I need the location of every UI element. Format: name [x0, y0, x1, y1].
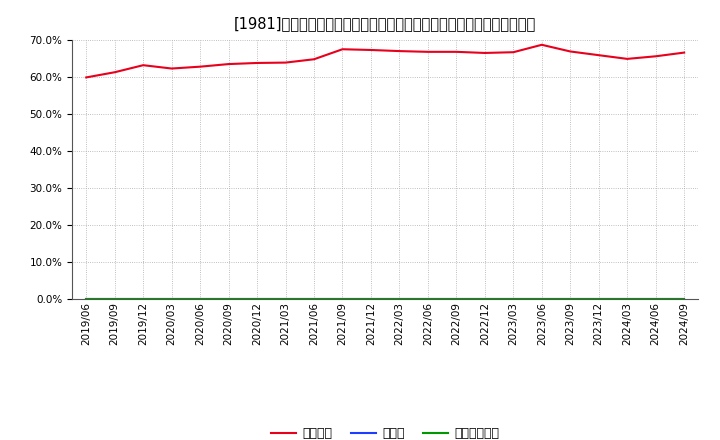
- 繰延税金資産: [366, 297, 375, 302]
- 繰延税金資産: [423, 297, 432, 302]
- のれん: [423, 297, 432, 302]
- 自己資本: [338, 47, 347, 52]
- 繰延税金資産: [480, 297, 489, 302]
- 自己資本: [623, 56, 631, 62]
- 繰延税金資産: [509, 297, 518, 302]
- のれん: [338, 297, 347, 302]
- 繰延税金資産: [110, 297, 119, 302]
- のれん: [509, 297, 518, 302]
- 繰延税金資産: [566, 297, 575, 302]
- 繰延税金資産: [537, 297, 546, 302]
- のれん: [366, 297, 375, 302]
- 繰延税金資産: [139, 297, 148, 302]
- のれん: [623, 297, 631, 302]
- 繰延税金資産: [253, 297, 261, 302]
- のれん: [253, 297, 261, 302]
- 繰延税金資産: [395, 297, 404, 302]
- 自己資本: [139, 62, 148, 68]
- のれん: [452, 297, 461, 302]
- 繰延税金資産: [82, 297, 91, 302]
- のれん: [225, 297, 233, 302]
- のれん: [680, 297, 688, 302]
- のれん: [82, 297, 91, 302]
- のれん: [566, 297, 575, 302]
- 自己資本: [366, 48, 375, 53]
- 自己資本: [452, 49, 461, 55]
- 自己資本: [225, 62, 233, 67]
- 自己資本: [110, 70, 119, 75]
- のれん: [595, 297, 603, 302]
- 繰延税金資産: [652, 297, 660, 302]
- 自己資本: [167, 66, 176, 71]
- 自己資本: [652, 54, 660, 59]
- 繰延税金資産: [310, 297, 318, 302]
- のれん: [196, 297, 204, 302]
- のれん: [110, 297, 119, 302]
- 繰延税金資産: [595, 297, 603, 302]
- 繰延税金資産: [680, 297, 688, 302]
- Line: 自己資本: 自己資本: [86, 45, 684, 77]
- 自己資本: [423, 49, 432, 55]
- のれん: [139, 297, 148, 302]
- 自己資本: [595, 52, 603, 58]
- のれん: [310, 297, 318, 302]
- 自己資本: [566, 49, 575, 54]
- のれん: [537, 297, 546, 302]
- 繰延税金資産: [196, 297, 204, 302]
- Title: [1981]　自己資本、のれん、繰延税金資産の総資産に対する比率の推移: [1981] 自己資本、のれん、繰延税金資産の総資産に対する比率の推移: [234, 16, 536, 32]
- のれん: [395, 297, 404, 302]
- のれん: [282, 297, 290, 302]
- 自己資本: [395, 48, 404, 54]
- のれん: [167, 297, 176, 302]
- 繰延税金資産: [225, 297, 233, 302]
- 自己資本: [253, 60, 261, 66]
- 自己資本: [82, 75, 91, 80]
- 自己資本: [196, 64, 204, 70]
- 自己資本: [509, 50, 518, 55]
- 繰延税金資産: [452, 297, 461, 302]
- 繰延税金資産: [282, 297, 290, 302]
- のれん: [652, 297, 660, 302]
- 自己資本: [310, 57, 318, 62]
- 自己資本: [282, 60, 290, 65]
- 自己資本: [480, 50, 489, 55]
- 自己資本: [680, 50, 688, 55]
- のれん: [480, 297, 489, 302]
- 繰延税金資産: [623, 297, 631, 302]
- 繰延税金資産: [167, 297, 176, 302]
- Legend: 自己資本, のれん, 繰延税金資産: 自己資本, のれん, 繰延税金資産: [266, 422, 505, 440]
- 繰延税金資産: [338, 297, 347, 302]
- 自己資本: [537, 42, 546, 48]
